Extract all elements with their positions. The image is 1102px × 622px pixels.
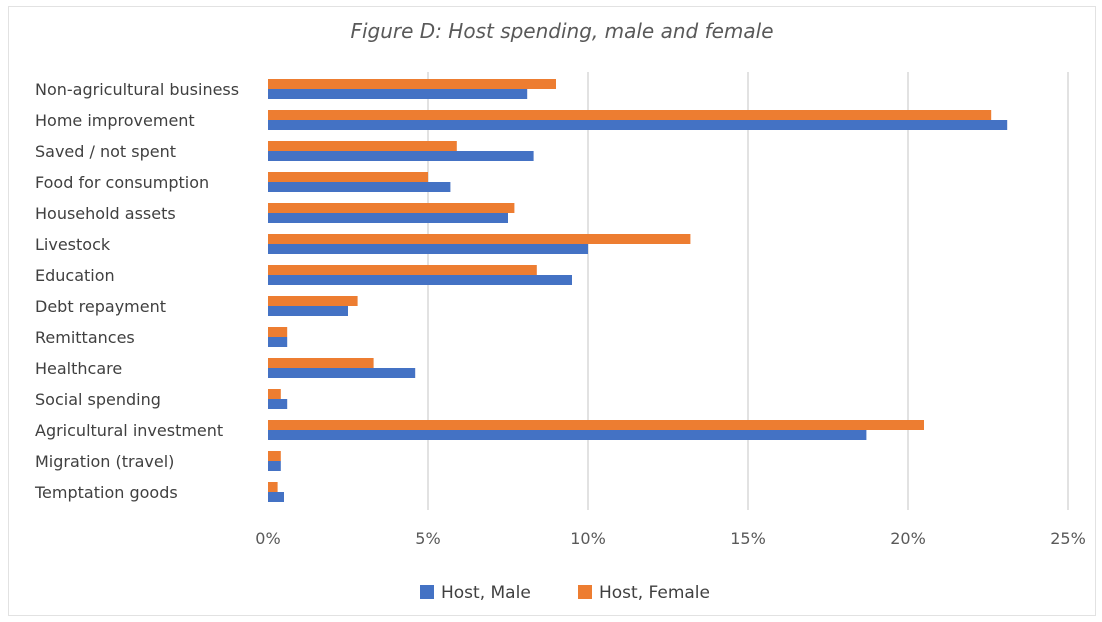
category-label: Temptation goods: [34, 483, 178, 502]
chart-title: Figure D: Host spending, male and female: [350, 19, 773, 43]
bar-host-female: [268, 358, 374, 368]
bar-host-female: [268, 327, 288, 337]
bar-host-male: [268, 368, 416, 378]
gridlines: [427, 72, 1069, 510]
category-labels: Non-agricultural business Home improvemen…: [34, 80, 239, 502]
legend: Host, Male Host, Female: [420, 583, 710, 603]
bar-host-male: [268, 461, 281, 471]
bar-host-female: [268, 79, 556, 89]
category-label: Remittances: [35, 328, 135, 347]
legend-label: Host, Male: [441, 583, 531, 603]
category-label: Food for consumption: [35, 173, 209, 192]
bar-host-female: [268, 203, 515, 213]
bar-host-female: [268, 265, 537, 275]
chart-frame: [8, 6, 1096, 616]
bar-host-male: [268, 120, 1008, 130]
bar-host-female: [268, 110, 992, 120]
x-tick-label: 0%: [255, 529, 280, 548]
legend-swatch: [420, 585, 434, 599]
bar-host-female: [268, 296, 358, 306]
bar-host-male: [268, 399, 288, 409]
legend-label: Host, Female: [599, 583, 710, 603]
category-label: Saved / not spent: [35, 142, 176, 161]
bar-host-female: [268, 451, 281, 461]
bars: [268, 79, 1008, 502]
bar-host-male: [268, 306, 348, 316]
x-tick-label: 15%: [730, 529, 766, 548]
bar-host-male: [268, 213, 508, 223]
bar-host-male: [268, 89, 528, 99]
category-label: Household assets: [35, 204, 176, 223]
x-tick-label: 10%: [570, 529, 606, 548]
bar-host-female: [268, 389, 281, 399]
x-tick-label: 25%: [1050, 529, 1086, 548]
category-label: Education: [35, 266, 115, 285]
bar-host-female: [268, 172, 428, 182]
x-axis-ticks: 0% 5% 10% 15% 20% 25%: [255, 529, 1085, 548]
category-label: Home improvement: [35, 111, 195, 130]
bar-host-male: [268, 430, 867, 440]
category-label: Social spending: [35, 390, 161, 409]
bar-host-male: [268, 337, 288, 347]
category-label: Non-agricultural business: [35, 80, 239, 99]
category-label: Debt repayment: [35, 297, 166, 316]
x-tick-label: 20%: [890, 529, 926, 548]
x-tick-label: 5%: [415, 529, 440, 548]
bar-host-female: [268, 482, 278, 492]
bar-host-male: [268, 244, 588, 254]
bar-host-male: [268, 275, 572, 285]
bar-host-male: [268, 182, 451, 192]
legend-swatch: [578, 585, 592, 599]
bar-host-male: [268, 492, 284, 502]
category-label: Migration (travel): [35, 452, 174, 471]
category-label: Agricultural investment: [35, 421, 223, 440]
bar-host-male: [268, 151, 534, 161]
bar-host-female: [268, 141, 457, 151]
category-label: Healthcare: [35, 359, 122, 378]
bar-host-female: [268, 420, 924, 430]
bar-host-female: [268, 234, 691, 244]
category-label: Livestock: [35, 235, 111, 254]
